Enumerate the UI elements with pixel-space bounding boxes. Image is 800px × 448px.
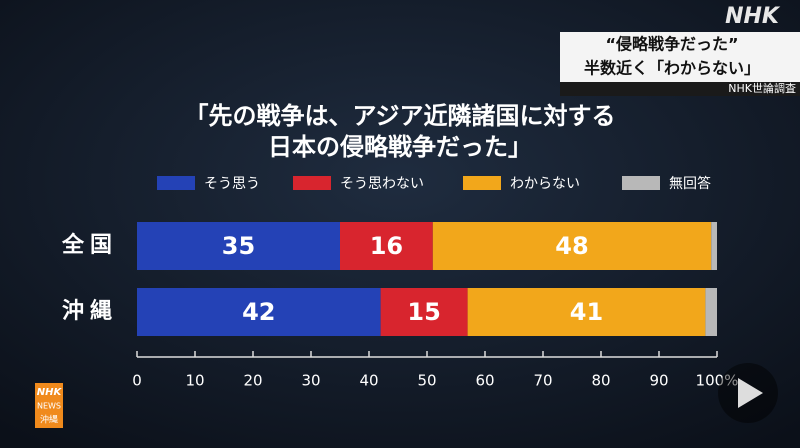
corner-logo: 沖縄 <box>40 414 58 426</box>
data-label: 42 <box>242 298 275 326</box>
corner-logo-box <box>35 383 63 428</box>
corner-logo: NHK <box>37 387 63 398</box>
legend-swatch <box>622 176 660 190</box>
source: NHK世論調査 <box>728 81 796 95</box>
bar-segment <box>340 222 433 270</box>
x-tick-label: 20 <box>243 372 262 390</box>
data-label: 15 <box>407 298 440 326</box>
bar-segment <box>380 288 468 336</box>
caption-line: 半数近く「わからない」 <box>584 59 760 78</box>
bar-segment <box>711 222 717 270</box>
bar-segment <box>467 288 706 336</box>
bar-segment <box>432 222 712 270</box>
x-tick-label: 100% <box>696 372 739 390</box>
chart-title: 「先の戦争は、アジア近隣諸国に対する <box>184 102 615 130</box>
legend-label: そう思う <box>204 176 260 192</box>
x-tick-label: 60 <box>475 372 494 390</box>
legend-label: そう思わない <box>340 176 424 192</box>
x-tick-label: 10 <box>185 372 204 390</box>
x-tick-label: 50 <box>417 372 436 390</box>
data-label: 35 <box>222 232 255 260</box>
play-icon <box>738 378 763 408</box>
bar-segment <box>705 288 717 336</box>
data-label: 16 <box>370 232 403 260</box>
source-box <box>560 82 800 96</box>
x-tick-label: 80 <box>591 372 610 390</box>
bar-segment <box>137 288 381 336</box>
data-label: 41 <box>570 298 603 326</box>
data-label: 48 <box>555 232 588 260</box>
x-tick-label: 90 <box>649 372 668 390</box>
caption-line: “侵略戦争だった” <box>605 35 738 54</box>
legend-label: わからない <box>510 176 580 192</box>
x-tick-label: 30 <box>301 372 320 390</box>
nhk-logo: NHK <box>725 4 781 29</box>
legend-swatch <box>157 176 195 190</box>
bar-segment <box>137 222 340 270</box>
x-tick-label: 40 <box>359 372 378 390</box>
x-tick-label: 0 <box>132 372 142 390</box>
legend-swatch <box>293 176 331 190</box>
caption-box <box>560 32 800 82</box>
legend-swatch <box>463 176 501 190</box>
chart-title: 日本の侵略戦争だった」 <box>268 133 532 161</box>
x-tick-label: 70 <box>533 372 552 390</box>
category-label: 沖縄 <box>62 299 118 324</box>
corner-logo: NEWS <box>37 402 61 411</box>
category-label: 全国 <box>61 232 118 258</box>
legend-label: 無回答 <box>669 175 711 192</box>
